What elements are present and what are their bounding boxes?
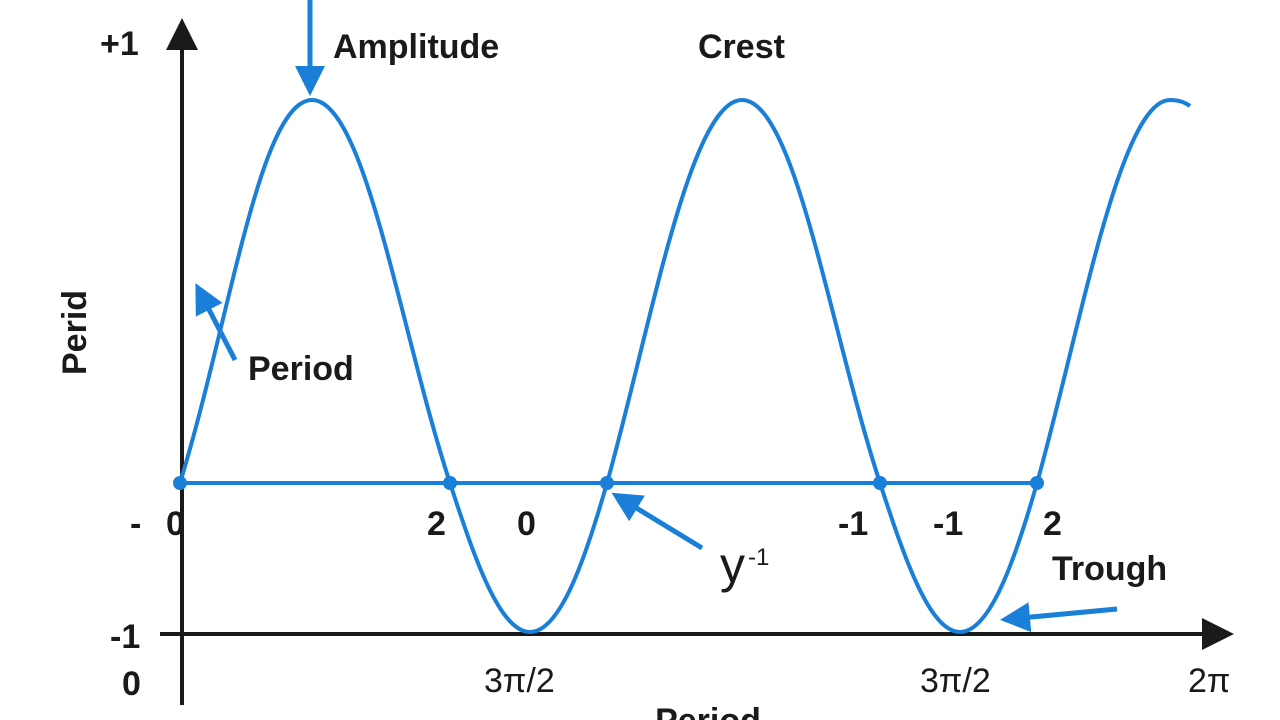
period-label: Period bbox=[248, 350, 354, 388]
baseline-label: 0 bbox=[166, 505, 185, 543]
crossing-dots bbox=[173, 476, 1044, 490]
y-top-label: +1 bbox=[100, 25, 139, 63]
baseline-label: - bbox=[130, 505, 141, 543]
origin-label: 0 bbox=[122, 665, 141, 703]
y-bottom-label: -1 bbox=[110, 618, 140, 656]
y-axis-title: Perid bbox=[56, 290, 94, 375]
sine-wave bbox=[178, 97, 1192, 635]
x-label: 2π bbox=[1188, 662, 1230, 700]
trough-label: Trough bbox=[1052, 550, 1167, 588]
baseline-label: -1 bbox=[933, 505, 963, 543]
baseline-label: -1 bbox=[838, 505, 868, 543]
y-label-sub: -1 bbox=[748, 544, 769, 571]
baseline-label: 0 bbox=[517, 505, 536, 543]
x-label: 3π/2 bbox=[484, 662, 555, 700]
amplitude-label: Amplitude bbox=[333, 28, 499, 66]
crest-label: Crest bbox=[698, 28, 785, 66]
annotation-arrows bbox=[195, 0, 1118, 633]
baseline-label: 2 bbox=[427, 505, 446, 543]
y-label: y bbox=[720, 537, 745, 593]
x-axis-title: Period bbox=[655, 702, 761, 720]
baseline-label: 2 bbox=[1043, 505, 1062, 543]
x-label: 3π/2 bbox=[920, 662, 991, 700]
